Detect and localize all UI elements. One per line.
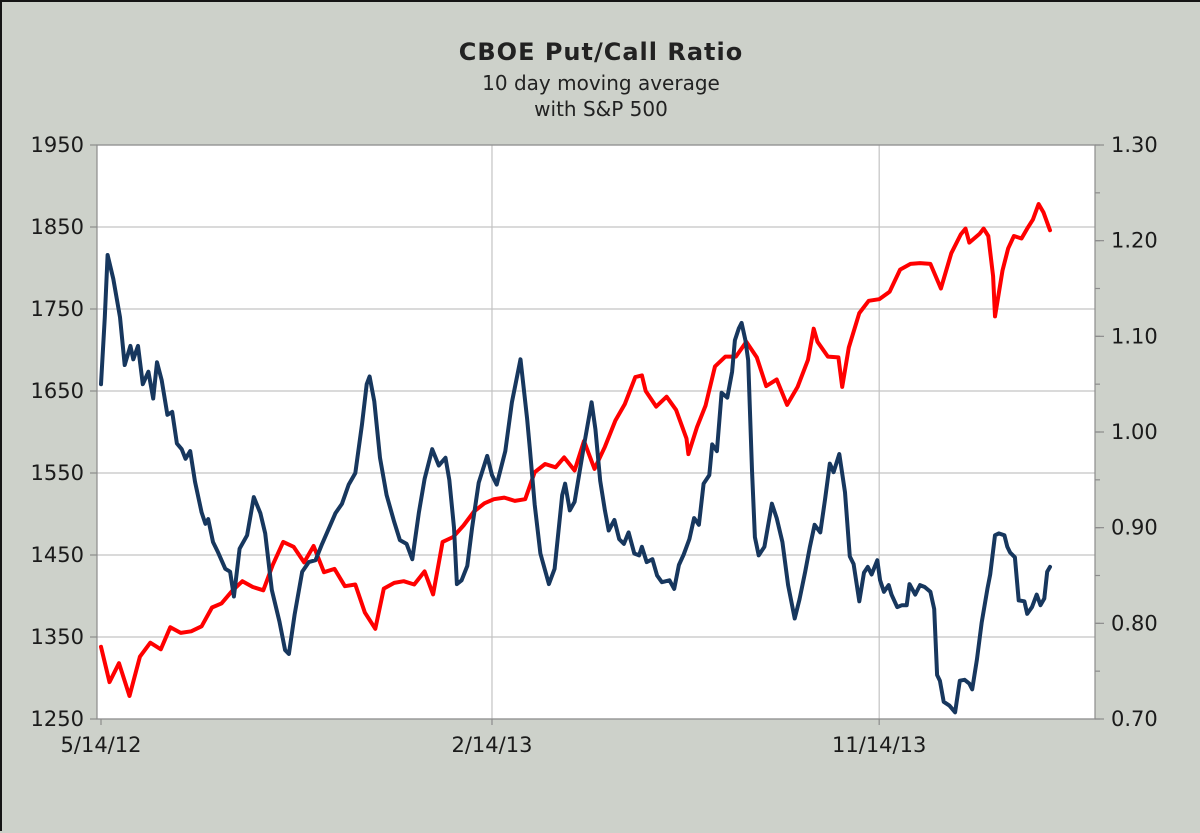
right-axis-tick-label: 0.90 — [1111, 516, 1158, 540]
x-axis-tick-label: 11/14/13 — [832, 733, 926, 757]
left-axis-tick-label: 1750 — [31, 297, 84, 321]
chart-subtitle-line1: 10 day moving average — [482, 71, 720, 95]
left-axis-tick-label: 1950 — [31, 133, 84, 157]
right-axis-tick-label: 1.10 — [1111, 324, 1158, 348]
left-axis-tick-label: 1550 — [31, 461, 84, 485]
x-axis: 5/14/12 2/14/13 11/14/13 — [61, 719, 926, 757]
left-axis-tick-label: 1250 — [31, 707, 84, 731]
left-axis-tick-label: 1350 — [31, 625, 84, 649]
right-axis-tick-label: 0.70 — [1111, 707, 1158, 731]
left-axis-tick-label: 1650 — [31, 379, 84, 403]
right-axis: 1.30 1.20 1.10 1.00 0.90 0.80 0.70 — [1095, 133, 1158, 731]
x-axis-tick-label: 2/14/13 — [452, 733, 533, 757]
x-axis-tick-label: 5/14/12 — [61, 733, 142, 757]
putcall-line — [99, 253, 1052, 715]
right-axis-tick-label: 1.00 — [1111, 420, 1158, 444]
left-axis-tick-label: 1450 — [31, 543, 84, 567]
chart-subtitle-line2: with S&P 500 — [534, 97, 668, 121]
sp500-line — [99, 202, 1052, 698]
chart-title: CBOE Put/Call Ratio — [458, 38, 744, 66]
vertical-gridlines — [491, 145, 880, 719]
right-axis-tick-label: 1.30 — [1111, 133, 1158, 157]
left-axis: 1950 1850 1750 1650 1550 1450 1350 1250 — [31, 133, 97, 731]
right-axis-tick-label: 1.20 — [1111, 229, 1158, 253]
right-axis-tick-label: 0.80 — [1111, 611, 1158, 635]
left-axis-tick-label: 1850 — [31, 215, 84, 239]
